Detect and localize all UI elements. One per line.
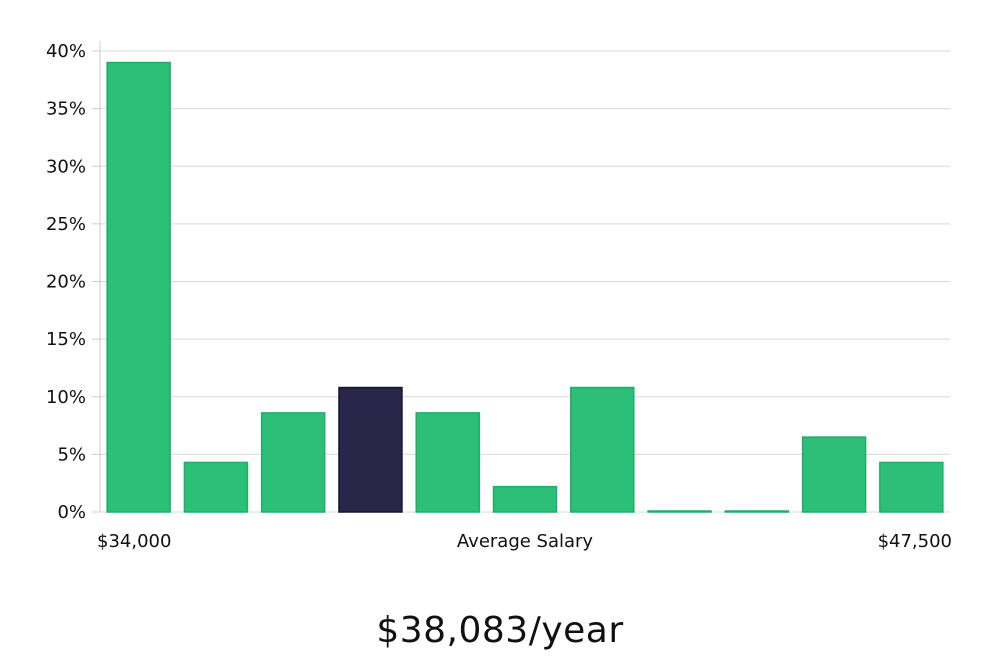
histogram-bar bbox=[647, 510, 712, 513]
histogram-bar bbox=[570, 386, 635, 513]
x-end-label: $47,500 bbox=[878, 531, 952, 552]
average-salary-value: $38,083/year bbox=[376, 610, 624, 651]
histogram-bar bbox=[801, 436, 867, 513]
x-start-label: $34,000 bbox=[97, 531, 171, 552]
histogram-bar bbox=[724, 510, 790, 513]
y-tick-label: 5% bbox=[57, 444, 86, 465]
y-tick-label: 40% bbox=[46, 41, 86, 62]
histogram-bar bbox=[106, 61, 171, 513]
y-tick-label: 25% bbox=[46, 214, 86, 235]
y-axis-ticks: 0% 5% 10% 15% 20% 25% 30% 35% 40% bbox=[46, 41, 100, 523]
histogram-bar bbox=[415, 412, 480, 513]
y-tick-label: 15% bbox=[46, 329, 86, 350]
histogram-bar-highlighted bbox=[338, 386, 403, 513]
y-tick-label: 35% bbox=[46, 99, 86, 120]
histogram-bar bbox=[879, 461, 944, 513]
salary-histogram: 0% 5% 10% 15% 20% 25% 30% 35% 40% $34,000 Averag… bbox=[46, 41, 952, 552]
y-tick-label: 20% bbox=[46, 272, 86, 293]
y-tick-label: 0% bbox=[57, 502, 86, 523]
y-tick-label: 10% bbox=[46, 387, 86, 408]
y-tick-label: 30% bbox=[46, 156, 86, 177]
grid-lines bbox=[100, 50, 950, 513]
x-axis-title: Average Salary bbox=[457, 531, 594, 552]
bars bbox=[106, 61, 944, 513]
histogram-bar bbox=[183, 461, 249, 513]
histogram-bar bbox=[492, 485, 558, 513]
histogram-bar bbox=[260, 412, 326, 513]
